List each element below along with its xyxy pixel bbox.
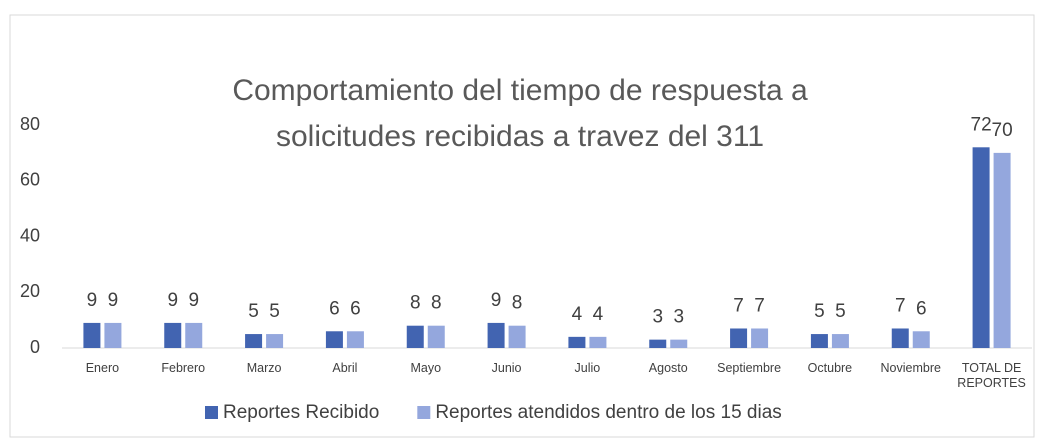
bar [568, 336, 586, 348]
x-tick-label: TOTAL DE REPORTES [957, 361, 1026, 390]
y-tick-label: 0 [30, 337, 40, 357]
y-tick-label: 40 [20, 225, 40, 245]
data-label: 9 [491, 290, 502, 311]
bar [993, 152, 1011, 348]
y-tick-label: 80 [20, 114, 40, 134]
data-label: 5 [269, 301, 280, 322]
x-tick-label: Octubre [807, 361, 853, 375]
data-label: 5 [835, 301, 846, 322]
bar [730, 328, 748, 348]
y-tick-label: 60 [20, 170, 40, 190]
chart-border [9, 14, 1035, 438]
chart-title: Comportamiento del tiempo de respuesta a… [232, 74, 808, 153]
data-label: 5 [248, 301, 259, 322]
legend-swatch [417, 406, 431, 419]
x-tick-label: Marzo [246, 361, 282, 375]
bar [346, 331, 364, 348]
x-tick-label: Noviembre [880, 361, 941, 375]
bar [508, 325, 526, 348]
x-tick-label: Mayo [410, 361, 442, 375]
bar [406, 325, 424, 348]
data-label: 70 [992, 120, 1013, 141]
data-label: 8 [512, 293, 523, 314]
bar [589, 336, 607, 348]
bar [670, 339, 688, 348]
bar [912, 331, 930, 348]
data-label: 3 [652, 307, 663, 328]
x-tick-label: Agosto [648, 361, 688, 375]
bar [266, 334, 284, 348]
data-label: 8 [431, 293, 442, 314]
data-label: 8 [410, 293, 421, 314]
data-label: 7 [895, 296, 906, 317]
data-label: 5 [814, 301, 825, 322]
x-tick-label: Abril [332, 361, 358, 375]
x-tick-label: Julio [574, 361, 601, 375]
data-label: 9 [87, 290, 98, 311]
legend-label: Reportes atendidos dentro de los 15 dias [435, 402, 781, 423]
bar [245, 334, 263, 348]
x-tick-label: Junio [491, 361, 522, 375]
data-label: 7 [754, 296, 765, 317]
data-label: 4 [593, 304, 604, 325]
legend-label: Reportes Recibido [223, 402, 379, 423]
bar [83, 322, 101, 348]
data-label: 9 [188, 290, 199, 311]
data-label: 9 [108, 290, 119, 311]
bar [487, 322, 505, 348]
data-label: 6 [329, 298, 340, 319]
legend-swatch [205, 406, 218, 419]
data-label: 6 [350, 298, 361, 319]
x-tick-label: Febrero [161, 361, 206, 375]
bar [831, 334, 849, 348]
bar [810, 334, 828, 348]
bar [891, 328, 909, 348]
data-label: 7 [733, 296, 744, 317]
x-tick-label: Enero [85, 361, 120, 375]
data-label: 3 [673, 307, 684, 328]
data-label: 4 [572, 304, 583, 325]
data-label: 72 [971, 114, 992, 135]
bar [751, 328, 769, 348]
data-label: 9 [167, 290, 178, 311]
y-tick-label: 20 [20, 281, 40, 301]
data-label: 6 [916, 298, 927, 319]
x-tick-label: Septiembre [717, 361, 782, 375]
bar [325, 331, 343, 348]
bar [649, 339, 667, 348]
bar [104, 322, 122, 348]
bar [972, 147, 990, 348]
bar [427, 325, 445, 348]
bar [185, 322, 203, 348]
bar [164, 322, 182, 348]
